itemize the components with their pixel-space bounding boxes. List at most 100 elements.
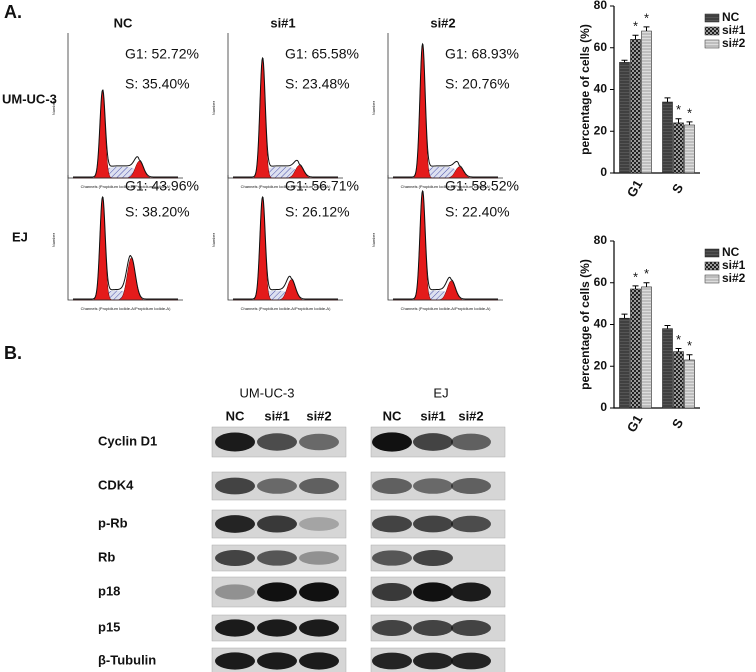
g1-percentage: G1: 56.71%	[285, 178, 359, 194]
error-bar	[621, 313, 628, 319]
legend-label: si#2	[722, 271, 746, 285]
bar-pattern	[684, 359, 695, 408]
y-tick-label: 20	[594, 358, 608, 372]
band	[257, 478, 297, 494]
error-bar	[632, 285, 639, 290]
fit-curve	[73, 89, 178, 178]
s-percentage: S: 35.40%	[125, 76, 190, 92]
s-phase-area	[233, 166, 338, 178]
y-tick-label: 20	[594, 123, 608, 137]
band	[257, 433, 297, 451]
lane-label: si#1	[264, 408, 289, 423]
band	[413, 550, 453, 566]
band	[372, 515, 412, 533]
band	[299, 619, 339, 637]
significance: *	[676, 102, 681, 117]
s-percentage: S: 20.76%	[445, 76, 510, 92]
error-bar	[664, 325, 671, 329]
protein-label: p-Rb	[98, 515, 128, 530]
band	[257, 515, 297, 533]
protein-label: Cyclin D1	[98, 433, 157, 448]
bar-pattern	[662, 328, 673, 408]
histogram-y-label: Number	[51, 100, 56, 115]
band	[215, 550, 255, 566]
band	[413, 515, 453, 533]
row-label: UM-UC-3	[2, 91, 57, 106]
panel-label: A.	[4, 2, 22, 22]
histogram-x-label: Channels (Propidium Iodide-A/Propidium I…	[81, 306, 171, 311]
column-label: si#2	[430, 15, 455, 30]
bar-pattern	[619, 318, 630, 408]
band	[215, 477, 255, 495]
band	[257, 582, 297, 602]
bar-pattern	[619, 62, 630, 173]
legend-pattern	[705, 262, 719, 270]
histogram-y-label: Number	[211, 232, 216, 247]
legend-label: NC	[722, 245, 740, 259]
s-percentage: S: 38.20%	[125, 204, 190, 220]
error-bar	[643, 26, 650, 32]
histogram-y-label: Number	[371, 100, 376, 115]
significance: *	[676, 332, 681, 347]
fit-curve	[73, 196, 178, 300]
legend-pattern	[705, 249, 719, 257]
y-tick-label: 80	[594, 233, 608, 247]
g1-percentage: G1: 58.52%	[445, 178, 519, 194]
band	[372, 620, 412, 636]
y-tick-label: 40	[594, 317, 608, 331]
band	[215, 515, 255, 533]
y-tick-label: 0	[600, 165, 607, 179]
band	[451, 478, 491, 494]
band	[372, 583, 412, 601]
legend-label: si#1	[722, 23, 746, 37]
error-bar	[675, 118, 682, 123]
fit-curve	[233, 196, 338, 300]
legend-pattern	[705, 27, 719, 35]
s-phase-area	[73, 166, 178, 178]
histogram-x-label: Channels (Propidium Iodide-A/Propidium I…	[401, 306, 491, 311]
y-tick-label: 60	[594, 275, 608, 289]
legend-pattern	[705, 275, 719, 283]
protein-label: Rb	[98, 549, 115, 564]
significance: *	[633, 19, 638, 34]
band	[451, 433, 491, 451]
significance: *	[644, 266, 649, 281]
y-tick-label: 60	[594, 40, 608, 54]
axes	[387, 175, 503, 301]
significance: *	[644, 10, 649, 25]
x-tick-label: S	[669, 181, 686, 196]
error-bar	[675, 348, 682, 352]
histogram-y-label: Number	[371, 232, 376, 247]
significance: *	[687, 105, 692, 120]
y-tick-label: 80	[594, 0, 608, 12]
row-label: EJ	[12, 229, 28, 244]
y-axis-label: percentage of cells (%)	[578, 24, 592, 155]
lane-label: si#2	[306, 408, 331, 423]
histogram-x-label: Channels (Propidium Iodide-A/Propidium I…	[241, 184, 331, 189]
band	[215, 432, 255, 452]
histogram-x-label: Channels (Propidium Iodide-A/Propidium I…	[401, 184, 491, 189]
histogram-y-label: Number	[211, 100, 216, 115]
band	[257, 619, 297, 637]
g1-peak	[73, 90, 178, 179]
protein-label: p18	[98, 583, 120, 598]
band	[299, 517, 339, 531]
band	[215, 584, 255, 600]
g2-peak	[73, 257, 178, 301]
band	[451, 652, 491, 670]
band	[413, 478, 453, 494]
y-tick-label: 0	[600, 400, 607, 414]
significance: *	[687, 338, 692, 353]
histogram-x-label: Channels (Propidium Iodide-A/Propidium I…	[81, 184, 171, 189]
panel-label: B.	[4, 343, 22, 363]
lane-label: si#1	[420, 408, 445, 423]
histogram-x-label: Channels (Propidium Iodide-A/Propidium I…	[241, 306, 331, 311]
band	[215, 619, 255, 637]
band	[451, 582, 491, 602]
fit-curve	[233, 57, 338, 178]
legend-pattern	[705, 40, 719, 48]
group-label: UM-UC-3	[240, 385, 295, 400]
bar-pattern	[641, 286, 652, 408]
g1-percentage: G1: 65.58%	[285, 46, 359, 62]
